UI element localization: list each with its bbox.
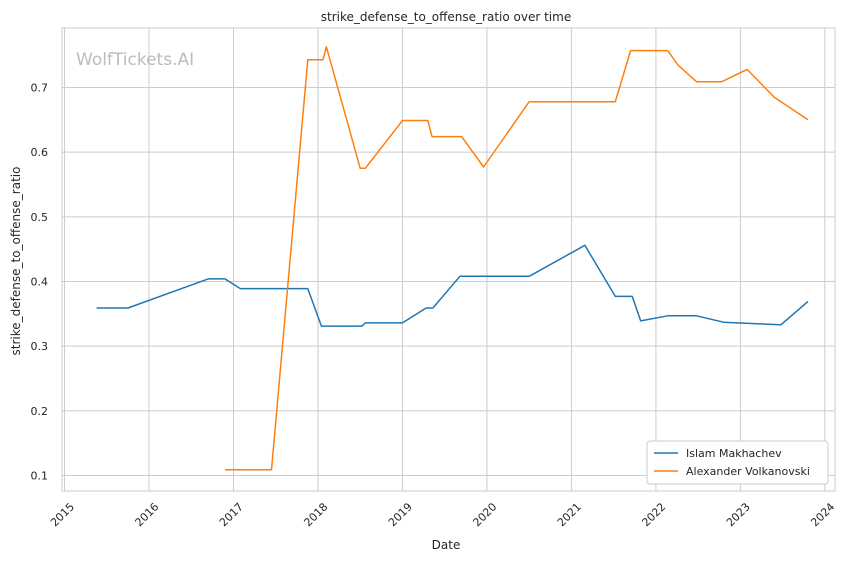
series-line-alexander-volkanovski (225, 46, 809, 471)
y-tick-label: 0.3 (31, 340, 49, 353)
y-tick-label: 0.4 (31, 275, 49, 288)
y-tick-label: 0.1 (31, 469, 49, 482)
y-tick-label: 0.5 (31, 211, 49, 224)
y-tick-label: 0.2 (31, 405, 49, 418)
legend: Islam Makhachev Alexander Volkanovski (646, 440, 829, 485)
chart-title: strike_defense_to_offense_ratio over tim… (321, 10, 571, 24)
x-axis-label: Date (432, 538, 461, 552)
y-tick-label: 0.7 (31, 81, 49, 94)
legend-box (646, 440, 829, 485)
series-layer (96, 46, 809, 471)
watermark: WolfTickets.AI (76, 50, 194, 70)
plot-area (61, 27, 836, 492)
y-axis-ticks: 0.1 0.2 0.3 0.4 0.5 0.6 0.7 (31, 81, 49, 482)
y-axis-label: strike_defense_to_offense_ratio (9, 167, 23, 356)
legend-label-alexander-volkanovski: Alexander Volkanovski (686, 465, 810, 478)
y-tick-label: 0.6 (31, 146, 49, 159)
series-line-islam-makhachev (96, 244, 809, 327)
legend-label-islam-makhachev: Islam Makhachev (686, 447, 782, 460)
